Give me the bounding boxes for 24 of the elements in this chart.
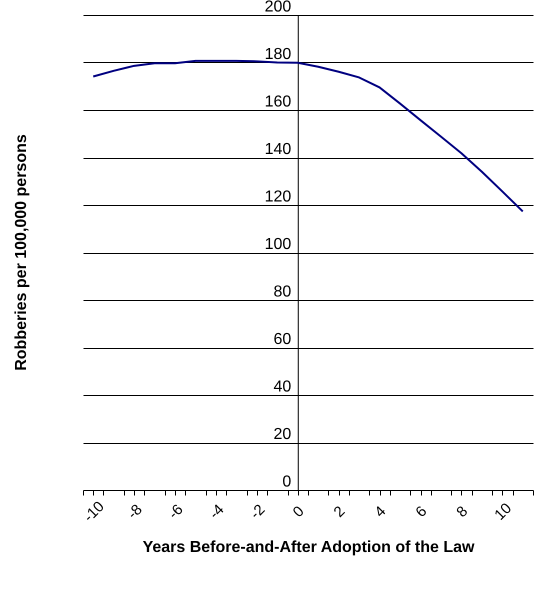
y-tick-label: 60 xyxy=(273,331,292,348)
y-tick-label: 180 xyxy=(264,46,292,63)
x-tick-label: -2 xyxy=(246,501,268,523)
x-tick-label: 6 xyxy=(412,502,430,521)
x-tick-label: 8 xyxy=(453,502,472,521)
y-tick-label: 200 xyxy=(264,0,292,16)
x-tick-label: 2 xyxy=(330,502,348,521)
y-tick-label: 40 xyxy=(273,378,292,396)
x-tick-label: 0 xyxy=(290,502,308,521)
x-tick-label: 4 xyxy=(371,502,390,521)
y-tick-label: 0 xyxy=(282,474,292,490)
y-tick-label: 120 xyxy=(264,188,292,206)
y-tick-label: 140 xyxy=(264,141,292,158)
x-tick-label: -4 xyxy=(206,501,228,523)
y-tick-label: 80 xyxy=(273,284,292,300)
y-tick-label: 160 xyxy=(264,94,292,110)
x-tick-label: -8 xyxy=(124,501,146,523)
y-tick-label: 100 xyxy=(264,236,292,253)
y-tick-label: 20 xyxy=(273,426,292,443)
y-axis-title: Robberies per 100,000 persons xyxy=(13,134,30,371)
x-tick-label: -10 xyxy=(80,498,108,526)
x-tick-label: 10 xyxy=(491,500,516,524)
x-axis-title: Years Before-and-After Adoption of the Law xyxy=(142,538,475,556)
x-tick-label: -6 xyxy=(165,501,187,523)
